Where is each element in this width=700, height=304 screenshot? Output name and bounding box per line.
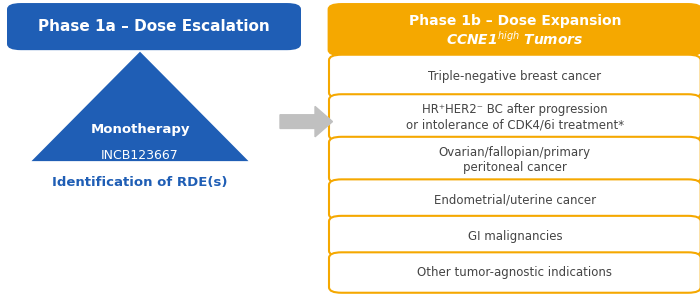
FancyBboxPatch shape [329, 94, 700, 141]
FancyBboxPatch shape [328, 3, 700, 56]
Text: Ovarian/fallopian/primary
peritoneal cancer: Ovarian/fallopian/primary peritoneal can… [439, 146, 591, 174]
FancyArrow shape [280, 106, 332, 137]
Polygon shape [32, 52, 248, 161]
Text: HR⁺HER2⁻ BC after progression
or intolerance of CDK4/6i treatment*: HR⁺HER2⁻ BC after progression or intoler… [406, 103, 624, 132]
Text: Other tumor-agnostic indications: Other tumor-agnostic indications [417, 266, 612, 279]
Text: Identification of RDE(s): Identification of RDE(s) [52, 176, 228, 189]
Text: Triple-negative breast cancer: Triple-negative breast cancer [428, 70, 601, 83]
FancyBboxPatch shape [329, 179, 700, 220]
Text: INCB123667: INCB123667 [101, 149, 179, 161]
Text: Phase 1a – Dose Escalation: Phase 1a – Dose Escalation [38, 19, 270, 34]
Text: Monotherapy: Monotherapy [90, 123, 190, 136]
Text: Phase 1b – Dose Expansion: Phase 1b – Dose Expansion [409, 14, 621, 29]
Text: GI malignancies: GI malignancies [468, 230, 562, 243]
FancyBboxPatch shape [329, 137, 700, 183]
FancyBboxPatch shape [329, 252, 700, 293]
Text: CCNE1$\mathit{^{high}}$ Tumors: CCNE1$\mathit{^{high}}$ Tumors [446, 30, 584, 48]
FancyBboxPatch shape [329, 216, 700, 256]
Text: Endometrial/uterine cancer: Endometrial/uterine cancer [434, 193, 596, 206]
FancyBboxPatch shape [7, 3, 301, 50]
FancyBboxPatch shape [329, 55, 700, 98]
